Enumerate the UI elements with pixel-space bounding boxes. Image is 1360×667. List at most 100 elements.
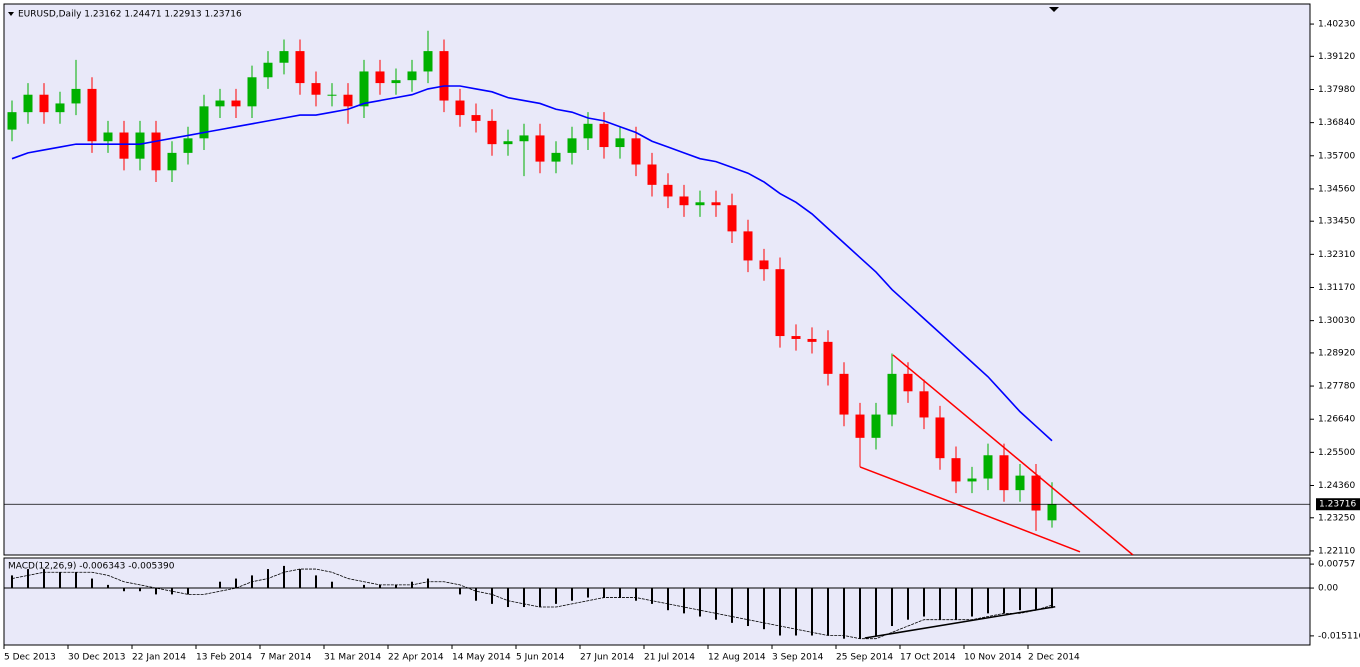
macd-bar	[107, 584, 109, 589]
candle-body	[151, 132, 161, 171]
candle-body	[327, 94, 337, 96]
y-tick-label: 1.37980	[1318, 85, 1355, 95]
candle-body	[663, 184, 673, 197]
macd-bar	[603, 588, 605, 598]
x-tick-label: 17 Oct 2014	[900, 653, 956, 663]
y-tick-label: 1.23250	[1318, 513, 1355, 523]
y-tick-label: 1.31170	[1318, 283, 1355, 293]
macd-bar	[715, 588, 717, 620]
macd-bar	[91, 578, 93, 589]
macd-bar	[1051, 588, 1053, 609]
candle-body	[215, 100, 225, 107]
macd-bar	[939, 588, 941, 620]
candle-body	[839, 373, 849, 415]
candle-body	[935, 417, 945, 459]
candle-body	[503, 141, 513, 145]
macd-bar	[571, 588, 573, 601]
macd-bar	[299, 569, 301, 589]
candle-body	[199, 106, 209, 139]
candle-body	[103, 132, 113, 142]
candle-body	[407, 71, 417, 81]
macd-bar	[427, 578, 429, 589]
candle-body	[599, 123, 609, 148]
y-tick-label: 1.30030	[1318, 316, 1355, 326]
candle-body	[711, 202, 721, 206]
macd-bar	[843, 588, 845, 639]
candle-body	[743, 231, 753, 261]
macd-bar	[475, 588, 477, 601]
macd-bar	[235, 578, 237, 589]
shift-marker	[1049, 7, 1059, 12]
y-tick-label: 1.25500	[1318, 448, 1355, 458]
price-plot	[4, 30, 1310, 555]
macd-bar	[331, 581, 333, 589]
candle-body	[951, 458, 961, 482]
y-tick-label: 1.26640	[1318, 415, 1355, 425]
macd-bar	[1019, 588, 1021, 611]
candle-body	[263, 62, 273, 78]
macd-bar	[1003, 588, 1005, 614]
macd-bar	[859, 588, 861, 639]
candle-body	[167, 152, 177, 171]
y-tick-label: 1.36840	[1318, 118, 1355, 128]
candle-body	[375, 71, 385, 84]
macd-bar	[731, 588, 733, 623]
y-tick-label: 1.32310	[1318, 250, 1355, 260]
candle-body	[1031, 475, 1041, 511]
macd-bar	[315, 575, 317, 589]
trendline	[892, 354, 1134, 555]
y-tick-label: 1.28920	[1318, 348, 1355, 358]
last-price-label: 1.23716	[1319, 500, 1356, 510]
candle-body	[807, 338, 817, 342]
macd-title: MACD(12,26,9) -0.006343 -0.005390	[8, 562, 175, 572]
y-tick-label: 1.24360	[1318, 481, 1355, 491]
candle-body	[455, 100, 465, 116]
candle-body	[791, 336, 801, 339]
y-tick-label: 1.40230	[1318, 20, 1355, 30]
candle-body	[983, 455, 993, 479]
macd-bar	[555, 588, 557, 604]
candle-body	[231, 100, 241, 107]
macd-bar	[11, 575, 13, 589]
candle-body	[871, 414, 881, 438]
candle-body	[631, 138, 641, 165]
candle-body	[967, 478, 977, 482]
y-tick-label: 0.00757	[1318, 560, 1355, 570]
trendline	[864, 605, 1056, 639]
candle-body	[39, 94, 49, 113]
candle-body	[135, 132, 145, 159]
macd-bar	[827, 588, 829, 636]
x-tick-label: 10 Nov 2014	[964, 653, 1022, 663]
macd-bar	[59, 572, 61, 589]
candle-body	[647, 164, 657, 185]
y-tick-label: 1.33450	[1318, 217, 1355, 227]
macd-bar	[363, 584, 365, 589]
candle-body	[615, 138, 625, 148]
x-tick-label: 3 Sep 2014	[772, 653, 824, 663]
macd-bar	[139, 588, 141, 592]
x-tick-label: 22 Jan 2014	[132, 653, 186, 663]
candle-body	[471, 115, 481, 121]
macd-bar	[491, 588, 493, 604]
macd-bar	[971, 588, 973, 617]
macd-bar	[43, 569, 45, 589]
candle-body	[775, 269, 785, 337]
x-tick-label: 12 Aug 2014	[708, 653, 766, 663]
x-tick-label: 21 Jul 2014	[644, 653, 695, 663]
macd-bar	[619, 588, 621, 598]
candle-body	[999, 455, 1009, 491]
macd-bar	[891, 588, 893, 627]
macd-bar	[955, 588, 957, 620]
candle-body	[295, 51, 305, 84]
candle-body	[87, 88, 97, 142]
macd-bar	[987, 588, 989, 614]
macd-bar	[283, 565, 285, 589]
y-tick-label: 1.22110	[1318, 546, 1355, 556]
macd-bar	[155, 588, 157, 595]
trendline	[859, 466, 1081, 553]
last-price-box	[1316, 498, 1360, 511]
macd-bar	[507, 588, 509, 608]
candle-body	[7, 112, 17, 130]
x-tick-label: 27 Jun 2014	[580, 653, 634, 663]
